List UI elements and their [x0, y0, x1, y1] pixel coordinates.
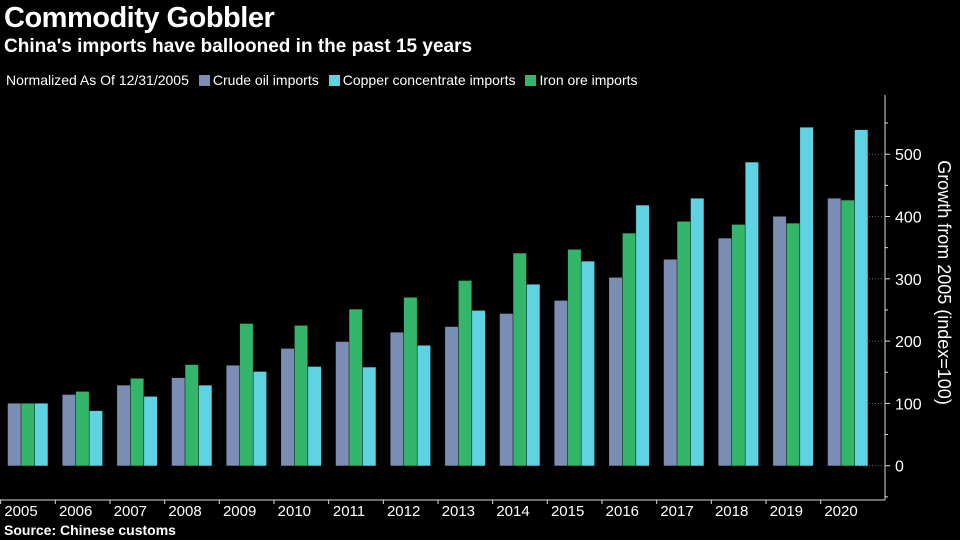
bar-copper-concentrate-imports-2006 [89, 410, 103, 466]
bar-copper-concentrate-imports-2014 [526, 284, 540, 466]
x-tick-label: 2008 [168, 503, 201, 520]
bar-copper-concentrate-imports-2013 [472, 310, 486, 466]
bar-iron-ore-imports-2010 [294, 325, 308, 466]
bar-crude-oil-imports-2011 [335, 341, 349, 466]
x-tick-label: 2019 [770, 503, 803, 520]
bar-crude-oil-imports-2012 [390, 332, 404, 466]
x-tick-label: 2012 [387, 503, 420, 520]
bar-copper-concentrate-imports-2008 [198, 385, 212, 466]
x-tick-label: 2015 [551, 503, 584, 520]
y-axis-label: Growth from 2005 (index=100) [934, 160, 954, 405]
bar-crude-oil-imports-2017 [663, 259, 677, 466]
chart-title: Commodity Gobbler [4, 2, 275, 34]
bar-crude-oil-imports-2007 [117, 385, 131, 466]
bar-iron-ore-imports-2016 [622, 233, 636, 466]
bar-crude-oil-imports-2010 [281, 348, 295, 466]
bar-crude-oil-imports-2015 [554, 300, 568, 466]
bar-copper-concentrate-imports-2009 [253, 371, 267, 466]
bar-copper-concentrate-imports-2005 [34, 403, 48, 466]
bar-crude-oil-imports-2020 [827, 198, 841, 466]
bar-copper-concentrate-imports-2016 [636, 205, 650, 466]
y-tick-label: 100 [895, 396, 922, 413]
bar-iron-ore-imports-2018 [731, 224, 745, 466]
bar-copper-concentrate-imports-2015 [581, 261, 595, 466]
legend-swatch [198, 74, 210, 86]
bar-copper-concentrate-imports-2019 [800, 127, 814, 466]
x-tick-label: 2016 [606, 503, 639, 520]
legend-prefix: Normalized As Of 12/31/2005 [6, 72, 189, 88]
x-tick-label: 2017 [660, 503, 693, 520]
y-tick-label: 500 [895, 147, 922, 164]
x-tick-label: 2011 [333, 503, 365, 520]
bar-copper-concentrate-imports-2011 [362, 367, 376, 466]
bar-iron-ore-imports-2019 [786, 223, 800, 466]
x-tick-label: 2005 [4, 503, 37, 520]
bar-crude-oil-imports-2018 [718, 238, 732, 466]
y-tick-label: 400 [895, 210, 922, 227]
legend-item-copper: Copper concentrate imports [328, 72, 515, 88]
bar-iron-ore-imports-2011 [349, 309, 363, 466]
bar-copper-concentrate-imports-2010 [308, 366, 322, 466]
x-tick-label: 2014 [496, 503, 529, 520]
chart-subtitle: China's imports have ballooned in the pa… [4, 36, 473, 57]
bar-iron-ore-imports-2014 [513, 253, 527, 466]
bar-iron-ore-imports-2013 [458, 280, 472, 466]
y-tick-label: 0 [895, 459, 904, 476]
bar-copper-concentrate-imports-2017 [690, 198, 704, 466]
bar-iron-ore-imports-2007 [130, 378, 144, 466]
bar-copper-concentrate-imports-2018 [745, 162, 759, 466]
source-note: Source: Chinese customs [4, 522, 176, 538]
bar-iron-ore-imports-2015 [567, 249, 581, 466]
y-tick-label: 200 [895, 334, 922, 351]
legend-item-crude: Crude oil imports [198, 72, 319, 88]
legend-item-iron: Iron ore imports [525, 72, 638, 88]
bar-crude-oil-imports-2008 [171, 377, 185, 466]
x-tick-label: 2009 [223, 503, 256, 520]
bar-iron-ore-imports-2009 [239, 323, 253, 466]
bar-iron-ore-imports-2006 [75, 391, 89, 466]
x-tick-label: 2007 [114, 503, 147, 520]
legend-swatch [328, 74, 340, 86]
bar-crude-oil-imports-2005 [7, 403, 21, 466]
bar-crude-oil-imports-2016 [609, 277, 623, 466]
x-tick-label: 2013 [442, 503, 475, 520]
bar-crude-oil-imports-2009 [226, 365, 240, 466]
bar-iron-ore-imports-2017 [677, 221, 691, 466]
y-tick-label: 300 [895, 272, 922, 289]
bar-copper-concentrate-imports-2020 [854, 129, 868, 466]
x-tick-label: 2020 [824, 503, 857, 520]
bar-crude-oil-imports-2006 [62, 394, 76, 466]
legend-swatch [525, 74, 537, 86]
bar-crude-oil-imports-2013 [445, 326, 459, 466]
bar-iron-ore-imports-2020 [841, 200, 855, 466]
bar-iron-ore-imports-2008 [185, 364, 199, 466]
bar-crude-oil-imports-2014 [499, 313, 513, 466]
bar-iron-ore-imports-2012 [403, 297, 417, 466]
legend: Normalized As Of 12/31/2005 Crude oil im… [6, 72, 638, 88]
bar-iron-ore-imports-2005 [21, 403, 35, 466]
x-tick-label: 2010 [278, 503, 311, 520]
bar-copper-concentrate-imports-2012 [417, 345, 431, 466]
x-tick-label: 2018 [715, 503, 748, 520]
bar-crude-oil-imports-2019 [773, 216, 787, 466]
x-tick-label: 2006 [59, 503, 92, 520]
bar-copper-concentrate-imports-2007 [144, 396, 158, 466]
